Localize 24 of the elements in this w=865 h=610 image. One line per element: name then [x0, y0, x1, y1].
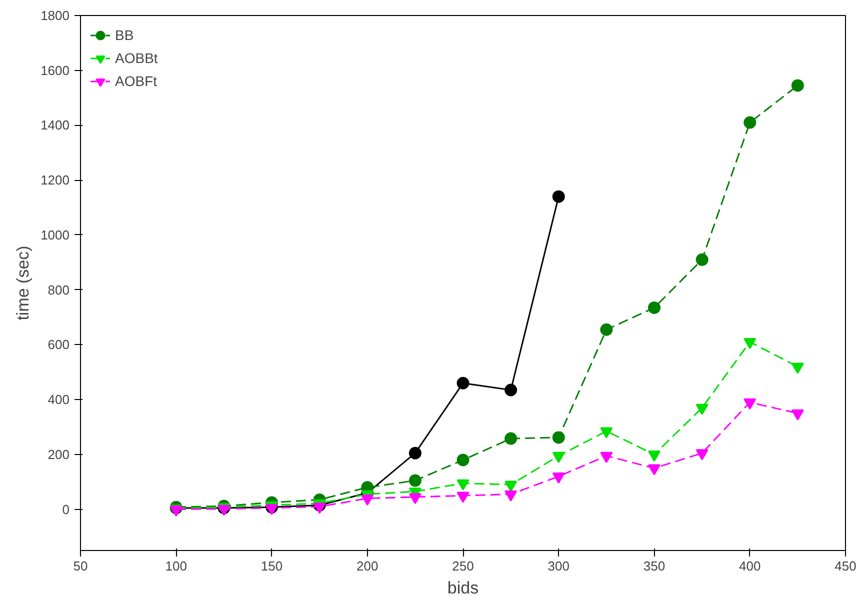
x-tick-label: 350	[643, 558, 666, 574]
y-tick-label: 600	[48, 337, 70, 352]
x-axis-title: bids	[447, 578, 479, 598]
y-tick-label: 800	[48, 282, 70, 298]
y-tick-label: 1200	[40, 172, 70, 188]
x-tick-label: 250	[452, 558, 474, 574]
y-tick-label: 200	[48, 446, 70, 462]
legend-label: BB	[115, 27, 135, 43]
y-axis-title: time (sec)	[14, 246, 33, 320]
x-tick-label: 300	[548, 558, 570, 574]
legend-label: AOBFt	[115, 73, 158, 89]
y-tick-label: 1800	[40, 8, 70, 23]
y-tick-label: 1600	[40, 62, 70, 78]
x-tick-label: 400	[739, 558, 761, 574]
x-tick-label: 100	[165, 558, 187, 574]
x-tick-label: 50	[73, 558, 88, 574]
x-tick-label: 450	[834, 558, 856, 574]
legend-label: AOBBt	[115, 50, 158, 66]
y-tick-label: 0	[62, 502, 70, 517]
y-tick-label: 1400	[40, 118, 70, 133]
y-tick-label: 1000	[40, 227, 70, 242]
y-tick-label: 400	[48, 392, 70, 408]
x-tick-label: 150	[260, 558, 283, 574]
x-tick-label: 200	[356, 558, 378, 574]
